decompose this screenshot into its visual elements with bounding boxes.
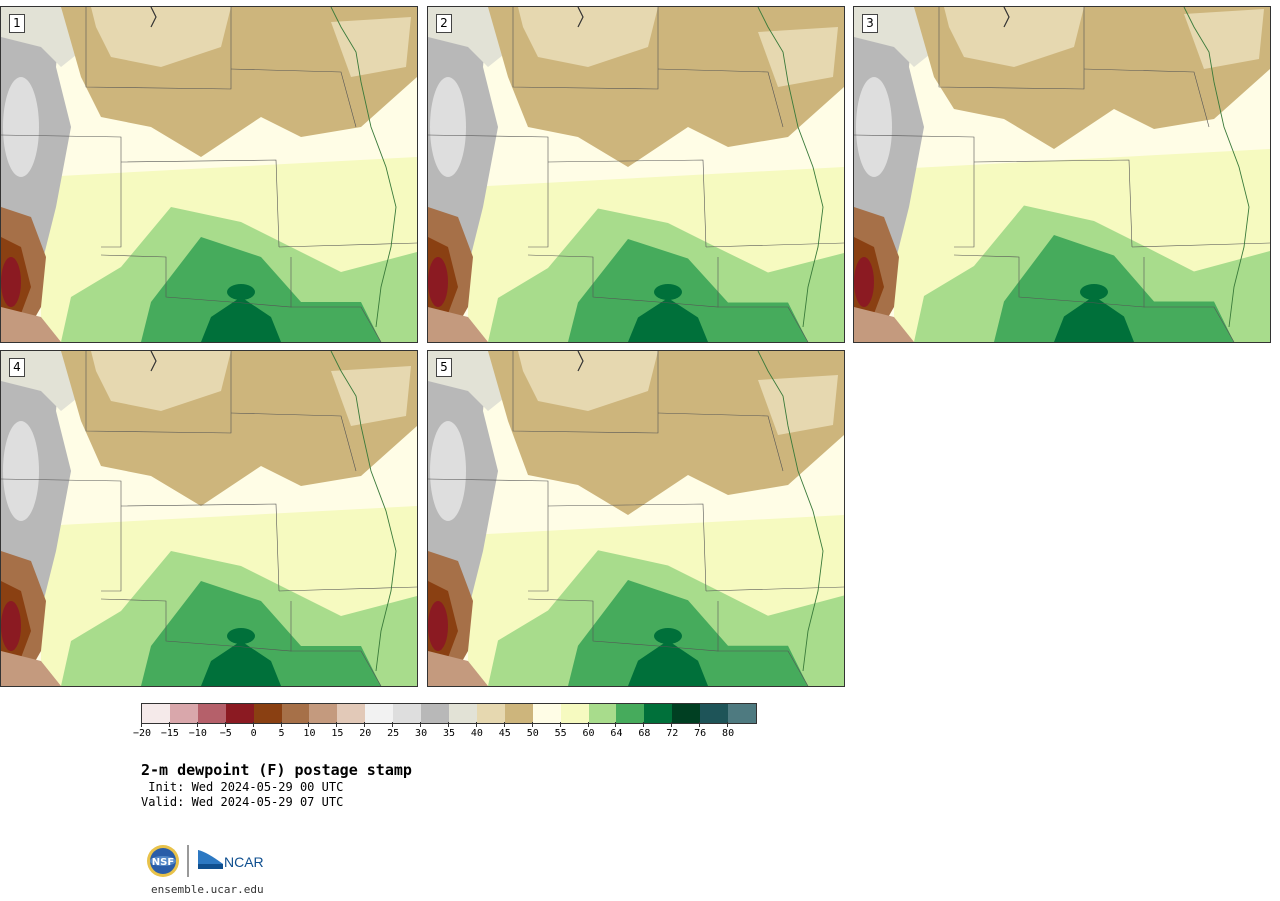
colorbar-tick: [224, 722, 226, 727]
colorbar-tick: [448, 722, 449, 727]
colorbar-segment: [309, 704, 338, 723]
dewpoint-map-2: [428, 7, 844, 342]
colorbar-segment: [169, 704, 198, 723]
colorbar-tick: [559, 722, 561, 727]
colorbar-segment: [616, 704, 645, 723]
colorbar-segment: [393, 704, 422, 723]
colorbar-tick-label: 5: [278, 728, 285, 739]
colorbar-tick-label: 35: [442, 728, 456, 739]
colorbar-tick: [308, 722, 310, 727]
valid-time: Valid: Wed 2024-05-29 07 UTC: [141, 795, 344, 809]
colorbar-tick-label: 25: [387, 728, 400, 739]
colorbar-segment: [588, 704, 617, 723]
colorbar-tick: [643, 722, 645, 727]
colorbar-tick-label: 15: [331, 728, 344, 739]
colorbar-tick-label: −15: [160, 728, 179, 739]
ncar-logo-text: NCAR: [224, 854, 264, 870]
postage-stamp-map-1: 1: [0, 6, 418, 343]
colorbar-segment: [225, 704, 254, 723]
colorbar-tick: [503, 722, 505, 727]
dewpoint-map-4: [1, 351, 417, 686]
colorbar-tick-label: −10: [188, 728, 207, 739]
colorbar-tick: [699, 722, 701, 727]
colorbar-tick: [196, 722, 198, 727]
colorbar-segment: [700, 704, 729, 723]
dewpoint-map-1: [1, 7, 417, 342]
colorbar-segment: [142, 704, 170, 723]
colorbar-segment: [532, 704, 561, 723]
ncar-logo: NCAR: [198, 850, 264, 870]
postage-stamp-map-2: 2: [427, 6, 845, 343]
nsf-logo-text: NSF: [152, 857, 174, 868]
colorbar-segment: [365, 704, 394, 723]
postage-stamp-map-4: 4: [0, 350, 418, 687]
colorbar-segment: [504, 704, 533, 723]
dewpoint-map-3: [854, 7, 1270, 342]
colorbar-segment: [644, 704, 673, 723]
colorbar-tick-label: 72: [666, 728, 679, 739]
colorbar-tick: [252, 722, 254, 727]
postage-stamp-map-5: 5: [427, 350, 845, 687]
colorbar-segment: [476, 704, 505, 723]
colorbar-segment: [421, 704, 449, 723]
colorbar-segment: [728, 704, 756, 723]
panel-number-3: 3: [862, 14, 878, 33]
colorbar-tick-label: 55: [554, 728, 567, 739]
colorbar-tick-label: 76: [694, 728, 707, 739]
colorbar-segment: [253, 704, 282, 723]
postage-stamp-map-3: 3: [853, 6, 1271, 343]
colorbar-segment: [672, 704, 701, 723]
colorbar-tick: [531, 722, 533, 727]
colorbar-tick-label: 20: [359, 728, 372, 739]
colorbar-tick: [615, 722, 617, 727]
colorbar-segment: [281, 704, 310, 723]
colorbar-tick-label: 68: [638, 728, 651, 739]
colorbar-tick-label: 45: [498, 728, 511, 739]
colorbar-tick-label: 30: [415, 728, 428, 739]
colorbar-tick: [392, 722, 394, 727]
dewpoint-map-5: [428, 351, 844, 686]
colorbar-tick-label: 10: [303, 728, 316, 739]
colorbar-tick: [727, 722, 729, 727]
panel-number-2: 2: [436, 14, 452, 33]
dewpoint-colorbar: [141, 703, 757, 724]
colorbar-tick-label: 60: [582, 728, 595, 739]
colorbar-tick: [168, 722, 170, 727]
panel-number-1: 1: [9, 14, 25, 33]
nsf-logo: NSF: [147, 845, 179, 877]
colorbar-tick: [587, 722, 589, 727]
colorbar-tick-label: 80: [722, 728, 735, 739]
colorbar-tick-label: 50: [526, 728, 539, 739]
website-url: ensemble.ucar.edu: [151, 883, 264, 896]
colorbar-tick: [141, 722, 142, 727]
init-time: Init: Wed 2024-05-29 00 UTC: [141, 780, 344, 794]
colorbar-tick: [475, 722, 477, 727]
colorbar-tick-label: −20: [132, 728, 152, 739]
colorbar-tick: [671, 722, 673, 727]
panel-number-4: 4: [9, 358, 25, 377]
colorbar-tick-label: 0: [250, 728, 257, 739]
plot-title: 2-m dewpoint (F) postage stamp: [141, 761, 412, 779]
colorbar-segment: [560, 704, 589, 723]
nsf-ncar-logos: NSF NCAR: [145, 843, 275, 881]
colorbar-tick-label: −5: [219, 728, 232, 739]
colorbar-segment: [448, 704, 477, 723]
colorbar-tick: [280, 722, 282, 727]
colorbar-tick-labels: −20 −15 −10 −5 0 5 10 15 20 25 30 35 40 45 50 55 60 64 68 7…: [133, 722, 757, 742]
colorbar-segment: [197, 704, 226, 723]
colorbar-tick: [420, 722, 422, 727]
colorbar-tick: [364, 722, 366, 727]
colorbar-segment: [337, 704, 366, 723]
colorbar-tick: [336, 722, 338, 727]
colorbar-tick-label: 40: [470, 728, 483, 739]
panel-number-5: 5: [436, 358, 452, 377]
colorbar-tick-label: 64: [610, 728, 623, 739]
